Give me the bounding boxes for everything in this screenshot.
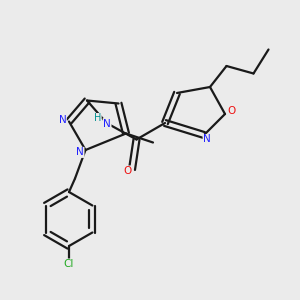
Text: N: N xyxy=(76,147,84,158)
Text: Cl: Cl xyxy=(64,259,74,269)
Text: N: N xyxy=(58,115,66,125)
Text: N: N xyxy=(203,134,211,145)
Text: O: O xyxy=(227,106,236,116)
Text: N: N xyxy=(103,118,111,129)
Text: O: O xyxy=(123,166,132,176)
Text: H: H xyxy=(94,113,101,124)
